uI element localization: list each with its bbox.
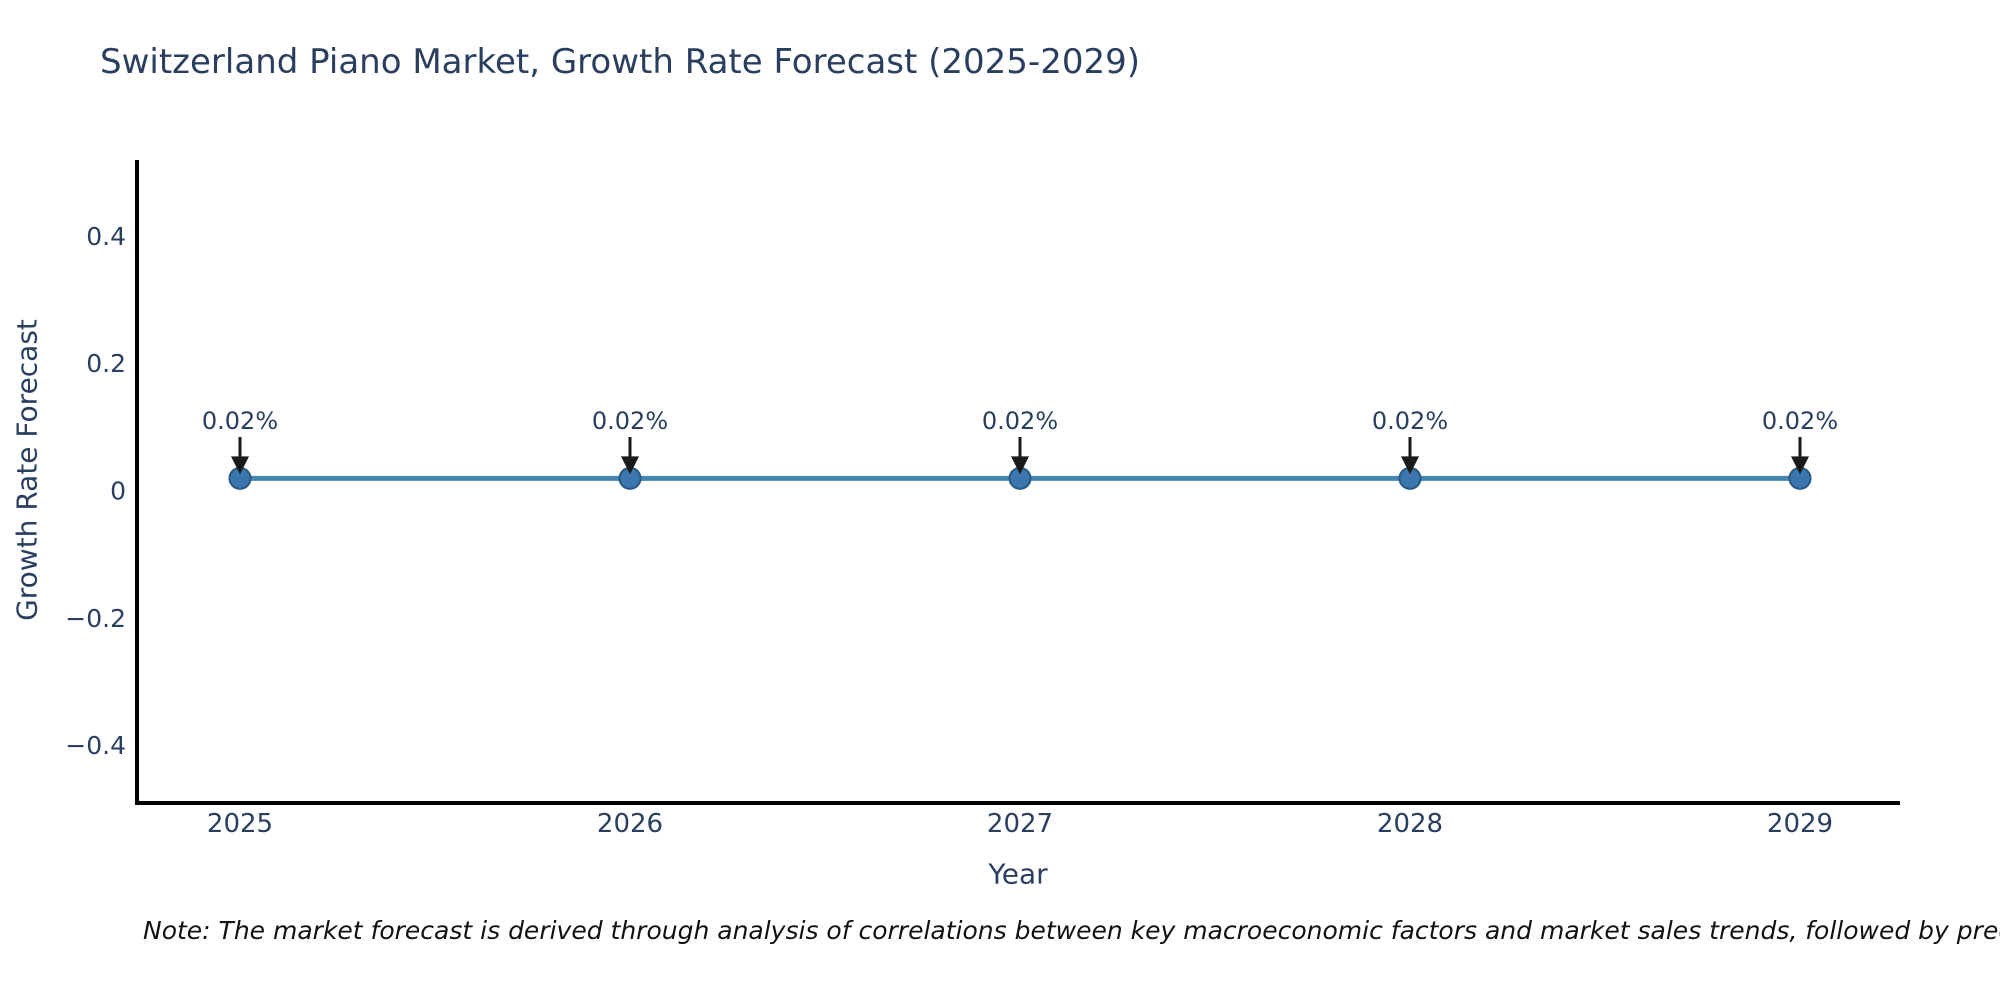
annotation-arrow-icon	[1401, 456, 1419, 475]
annotation-arrow-icon	[1791, 456, 1809, 475]
y-tick-label-−0.4: −0.4	[65, 731, 126, 760]
footnote: Note: The market forecast is derived thr…	[143, 916, 2000, 945]
annotation-arrow-icon	[231, 456, 249, 475]
annotation-arrow-icon	[1011, 456, 1029, 475]
x-tick-label-2026: 2026	[597, 809, 663, 839]
chart-title: Switzerland Piano Market, Growth Rate Fo…	[100, 42, 1140, 82]
annotation-arrow-icon	[621, 456, 639, 475]
point-annotation-2025: 0.02%	[202, 407, 278, 435]
x-tick-label-2029: 2029	[1767, 809, 1833, 839]
point-annotation-2026: 0.02%	[592, 407, 668, 435]
x-axis-title: Year	[988, 857, 1048, 891]
point-annotation-2029: 0.02%	[1762, 407, 1838, 435]
point-annotation-2028: 0.02%	[1372, 407, 1448, 435]
y-tick-label-−0.2: −0.2	[65, 604, 126, 633]
y-tick-label-0: 0	[110, 477, 126, 506]
x-tick-label-2028: 2028	[1377, 809, 1443, 839]
point-annotation-2027: 0.02%	[982, 407, 1058, 435]
x-tick-label-2027: 2027	[987, 809, 1053, 839]
y-tick-label-0.2: 0.2	[86, 349, 126, 378]
y-tick-label-0.4: 0.4	[86, 222, 126, 251]
x-tick-label-2025: 2025	[207, 809, 273, 839]
